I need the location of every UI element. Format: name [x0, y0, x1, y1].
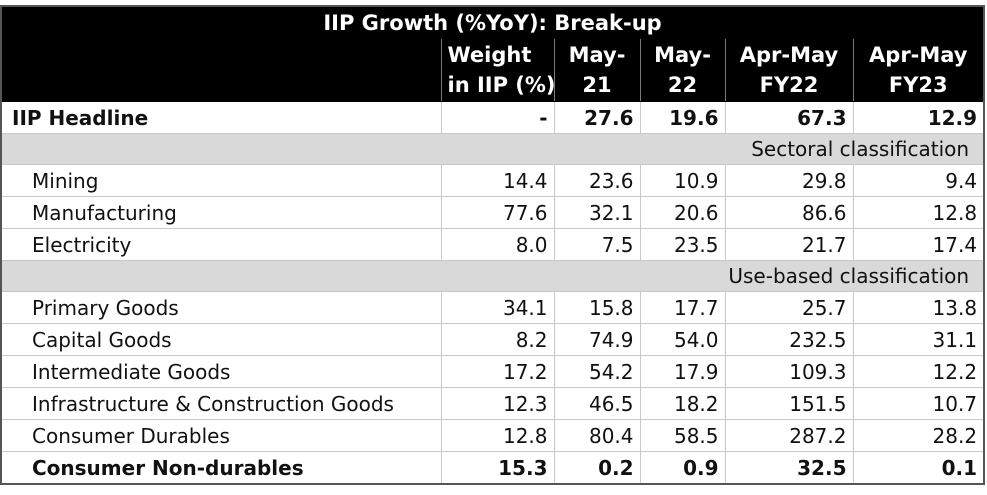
- cell-aprmay-fy23: 17.4: [852, 228, 985, 261]
- cell-may22: 10.9: [639, 164, 726, 197]
- row-label: IIP Headline: [0, 101, 442, 134]
- cell-aprmay-fy23: 0.1: [852, 451, 985, 485]
- cell-weight: 77.6: [440, 196, 555, 229]
- cell-aprmay-fy22: 86.6: [724, 196, 854, 229]
- cell-aprmay-fy23: 13.8: [852, 291, 985, 324]
- header-weight-line2: in IIP (%): [447, 73, 554, 97]
- cell-weight: 8.2: [440, 323, 555, 356]
- section-title-usebased: Use-based classification: [0, 260, 985, 292]
- cell-may22: 17.9: [639, 355, 726, 388]
- cell-aprmay-fy22: 109.3: [724, 355, 854, 388]
- table-row: Consumer Non-durables 15.3 0.2 0.9 32.5 …: [0, 451, 985, 485]
- table-title-row: IIP Growth (%YoY): Break-up: [0, 5, 985, 39]
- cell-aprmay-fy23: 9.4: [852, 164, 985, 197]
- cell-aprmay-fy22: 32.5: [724, 451, 854, 485]
- row-label: Capital Goods: [0, 323, 442, 356]
- header-aprmay-fy23-line1: Apr-May: [869, 43, 968, 67]
- cell-aprmay-fy23: 12.8: [852, 196, 985, 229]
- cell-weight: 12.3: [440, 387, 555, 420]
- cell-aprmay-fy22: 29.8: [724, 164, 854, 197]
- header-may22-line1: May-: [654, 43, 711, 67]
- cell-weight: 34.1: [440, 291, 555, 324]
- cell-may21: 15.8: [553, 291, 641, 324]
- row-label: Primary Goods: [0, 291, 442, 324]
- cell-may21: 74.9: [553, 323, 641, 356]
- section-title-sectoral: Sectoral classification: [0, 133, 985, 165]
- cell-aprmay-fy22: 151.5: [724, 387, 854, 420]
- cell-may22: 19.6: [639, 101, 726, 134]
- cell-may21: 32.1: [553, 196, 641, 229]
- iip-growth-table: IIP Growth (%YoY): Break-up Weight in II…: [0, 5, 986, 485]
- cell-aprmay-fy22: 25.7: [724, 291, 854, 324]
- cell-aprmay-fy22: 21.7: [724, 228, 854, 261]
- cell-may21: 23.6: [553, 164, 641, 197]
- cell-aprmay-fy23: 12.2: [852, 355, 985, 388]
- section-row-sectoral: Sectoral classification: [0, 133, 985, 165]
- header-aprmay-fy23-line2: FY23: [888, 73, 948, 97]
- cell-weight: 15.3: [440, 451, 555, 485]
- header-weight-line1: Weight: [447, 43, 532, 67]
- cell-may21: 80.4: [553, 419, 641, 452]
- table-row: Consumer Durables 12.8 80.4 58.5 287.2 2…: [0, 419, 985, 452]
- cell-may22: 23.5: [639, 228, 726, 261]
- cell-may21: 7.5: [553, 228, 641, 261]
- header-aprmay-fy22: Apr-May FY22: [724, 38, 854, 102]
- table-row: Manufacturing 77.6 32.1 20.6 86.6 12.8: [0, 196, 985, 229]
- row-label: Consumer Durables: [0, 419, 442, 452]
- section-row-usebased: Use-based classification: [0, 260, 985, 292]
- row-label: Mining: [0, 164, 442, 197]
- cell-weight: 14.4: [440, 164, 555, 197]
- cell-aprmay-fy22: 287.2: [724, 419, 854, 452]
- header-may21: May- 21: [553, 38, 641, 102]
- row-label: Manufacturing: [0, 196, 442, 229]
- cell-may22: 58.5: [639, 419, 726, 452]
- cell-aprmay-fy23: 31.1: [852, 323, 985, 356]
- column-header-row: Weight in IIP (%) May- 21 May- 22 Apr-Ma…: [0, 38, 985, 102]
- cell-may21: 46.5: [553, 387, 641, 420]
- row-label: Electricity: [0, 228, 442, 261]
- header-may21-line2: 21: [582, 73, 612, 97]
- cell-weight: 12.8: [440, 419, 555, 452]
- cell-may21: 54.2: [553, 355, 641, 388]
- table-row: Primary Goods 34.1 15.8 17.7 25.7 13.8: [0, 291, 985, 324]
- cell-may22: 0.9: [639, 451, 726, 485]
- table-row: Intermediate Goods 17.2 54.2 17.9 109.3 …: [0, 355, 985, 388]
- cell-weight: -: [440, 101, 555, 134]
- table-row: Infrastructure & Construction Goods 12.3…: [0, 387, 985, 420]
- row-label: Intermediate Goods: [0, 355, 442, 388]
- cell-may21: 0.2: [553, 451, 641, 485]
- header-aprmay-fy22-line1: Apr-May: [739, 43, 839, 67]
- cell-may21: 27.6: [553, 101, 641, 134]
- cell-may22: 17.7: [639, 291, 726, 324]
- cell-aprmay-fy22: 67.3: [724, 101, 854, 134]
- cell-weight: 8.0: [440, 228, 555, 261]
- cell-aprmay-fy23: 12.9: [852, 101, 985, 134]
- cell-may22: 54.0: [639, 323, 726, 356]
- table-row-headline: IIP Headline - 27.6 19.6 67.3 12.9: [0, 101, 985, 134]
- iip-table-container: IIP Growth (%YoY): Break-up Weight in II…: [0, 5, 987, 485]
- header-may22-line2: 22: [667, 73, 698, 97]
- cell-may22: 18.2: [639, 387, 726, 420]
- table-row: Electricity 8.0 7.5 23.5 21.7 17.4: [0, 228, 985, 261]
- header-blank: [0, 38, 442, 102]
- header-may21-line1: May-: [568, 43, 626, 67]
- header-may22: May- 22: [639, 38, 726, 102]
- table-title: IIP Growth (%YoY): Break-up: [0, 5, 985, 39]
- cell-aprmay-fy23: 10.7: [852, 387, 985, 420]
- cell-weight: 17.2: [440, 355, 555, 388]
- header-aprmay-fy22-line2: FY22: [759, 73, 819, 97]
- row-label: Consumer Non-durables: [0, 451, 442, 485]
- cell-aprmay-fy23: 28.2: [852, 419, 985, 452]
- cell-aprmay-fy22: 232.5: [724, 323, 854, 356]
- table-row: Mining 14.4 23.6 10.9 29.8 9.4: [0, 164, 985, 197]
- cell-may22: 20.6: [639, 196, 726, 229]
- row-label: Infrastructure & Construction Goods: [0, 387, 442, 420]
- table-row: Capital Goods 8.2 74.9 54.0 232.5 31.1: [0, 323, 985, 356]
- header-weight: Weight in IIP (%): [440, 38, 555, 102]
- header-aprmay-fy23: Apr-May FY23: [852, 38, 985, 102]
